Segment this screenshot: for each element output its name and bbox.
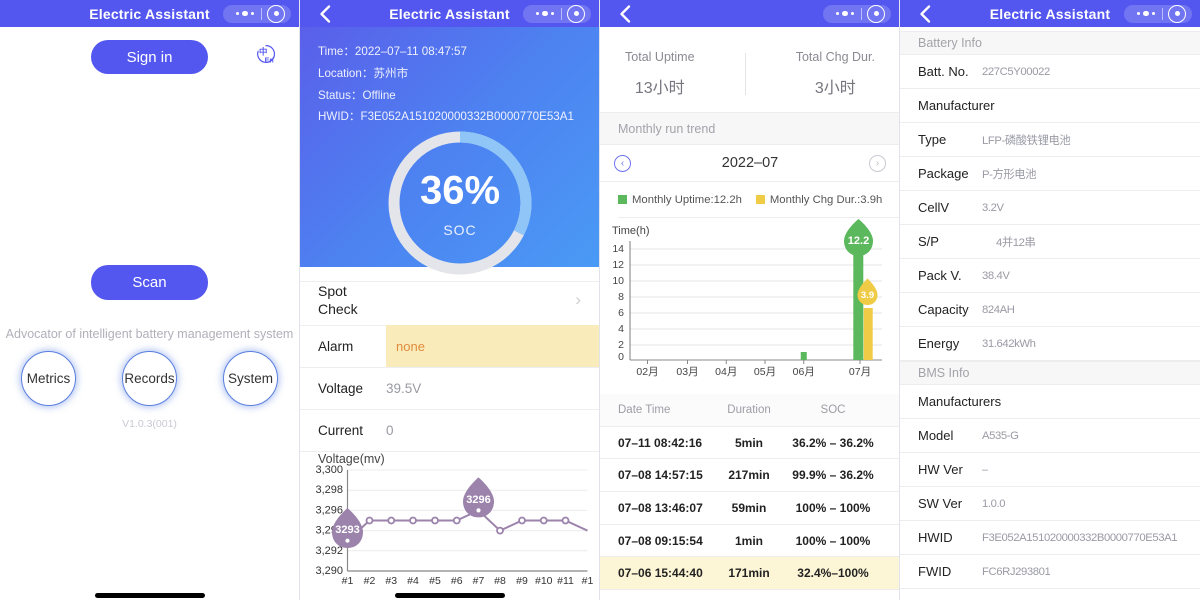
svg-text:6: 6 bbox=[618, 307, 624, 319]
svg-text:#11: #11 bbox=[557, 575, 574, 587]
svg-text:#7: #7 bbox=[473, 575, 485, 587]
svg-text:10: 10 bbox=[612, 275, 624, 287]
svg-text:04月: 04月 bbox=[715, 366, 737, 378]
svg-text:2: 2 bbox=[618, 339, 624, 351]
svg-text:#10: #10 bbox=[535, 575, 553, 587]
svg-text:3,300: 3,300 bbox=[315, 464, 343, 476]
svg-text:Time(h): Time(h) bbox=[612, 225, 649, 237]
svg-text:4: 4 bbox=[618, 323, 624, 335]
svg-text:#1: #1 bbox=[342, 575, 354, 587]
svg-text:3,290: 3,290 bbox=[315, 565, 343, 577]
svg-text:3.9: 3.9 bbox=[861, 290, 874, 301]
svg-text:3296: 3296 bbox=[466, 494, 490, 506]
svg-text:14: 14 bbox=[612, 243, 624, 255]
svg-text:3,292: 3,292 bbox=[315, 545, 343, 557]
svg-text:#9: #9 bbox=[516, 575, 528, 587]
svg-text:3,296: 3,296 bbox=[315, 504, 343, 516]
svg-text:#1: #1 bbox=[582, 575, 594, 587]
svg-text:En: En bbox=[265, 57, 274, 64]
svg-text:3293: 3293 bbox=[335, 524, 359, 536]
svg-text:05月: 05月 bbox=[754, 366, 776, 378]
svg-text:12: 12 bbox=[612, 259, 624, 271]
svg-text:#2: #2 bbox=[364, 575, 376, 587]
svg-text:3,298: 3,298 bbox=[315, 484, 343, 496]
svg-text:12.2: 12.2 bbox=[848, 235, 869, 247]
svg-text:02月: 02月 bbox=[636, 366, 658, 378]
svg-text:06月: 06月 bbox=[793, 366, 815, 378]
svg-text:#6: #6 bbox=[451, 575, 463, 587]
svg-text:#8: #8 bbox=[494, 575, 506, 587]
svg-text:#3: #3 bbox=[385, 575, 397, 587]
svg-text:#5: #5 bbox=[429, 575, 441, 587]
svg-text:03月: 03月 bbox=[676, 366, 698, 378]
svg-text:07月: 07月 bbox=[849, 366, 871, 378]
svg-text:0: 0 bbox=[618, 351, 624, 363]
svg-text:#4: #4 bbox=[407, 575, 419, 587]
svg-text:中: 中 bbox=[259, 47, 267, 57]
svg-text:8: 8 bbox=[618, 291, 624, 303]
